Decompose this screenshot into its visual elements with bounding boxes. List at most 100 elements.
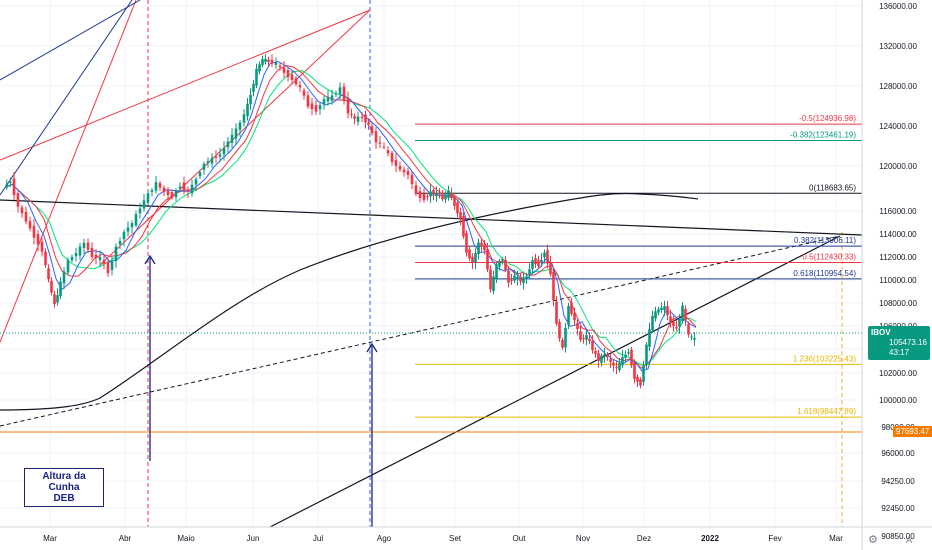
arrows: [144, 254, 378, 527]
candle-body: [594, 350, 597, 354]
candle-body: [579, 331, 582, 340]
y-tick-label-1: 132000.00: [879, 42, 917, 51]
candle-body: [522, 277, 525, 283]
candle-body: [654, 311, 657, 319]
candle-body: [546, 250, 549, 264]
y-tick-label-3: 124000.00: [879, 122, 917, 131]
candle-body: [330, 95, 334, 101]
y-tick-label-16: 94250.00: [881, 477, 915, 486]
candle-body: [274, 62, 278, 66]
candle-body: [630, 349, 633, 366]
candle-body: [642, 365, 645, 383]
candle-body: [582, 338, 585, 340]
candle-body: [150, 189, 154, 192]
candle-body: [441, 195, 444, 200]
candle-body: [675, 327, 678, 329]
candle-body: [555, 301, 558, 324]
candle-body: [660, 307, 663, 311]
candle-body: [663, 306, 666, 310]
candle-body: [418, 191, 422, 198]
candle-body: [278, 65, 282, 68]
y-tick-label-12: 102000.00: [879, 369, 917, 378]
candle-body: [218, 154, 222, 157]
candle-body: [414, 185, 418, 194]
fib-label-4: 0.5(112430.33): [802, 252, 856, 261]
candle-body: [513, 275, 516, 281]
candle-body: [36, 233, 40, 245]
x-tick-label-1: Abr: [119, 534, 132, 543]
candle-body: [255, 68, 258, 86]
candle-body: [326, 96, 330, 102]
candle-body: [597, 353, 600, 361]
candle-body: [406, 170, 410, 175]
fib-label-0: -0.5(124936.98): [799, 114, 856, 123]
candle-body: [122, 232, 126, 240]
y-tick-label-7: 112000.00: [879, 253, 917, 262]
candle-body: [498, 260, 501, 267]
candle-body: [267, 59, 270, 62]
candle-body: [174, 190, 178, 198]
candle-body: [182, 182, 186, 191]
candle-body: [322, 99, 326, 105]
candle-body: [564, 327, 567, 348]
candle-body: [110, 260, 114, 270]
x-tick-label-9: Dez: [637, 534, 651, 543]
candle-body: [398, 166, 402, 170]
candle-body: [8, 181, 12, 183]
candle-body: [639, 379, 642, 386]
candle-body: [74, 253, 78, 257]
candle-body: [687, 323, 690, 335]
candle-body: [40, 241, 44, 252]
candle-body: [603, 354, 606, 356]
candles: [5, 54, 696, 389]
x-tick-label-12: Mar: [829, 534, 843, 543]
candle-body: [543, 252, 546, 257]
time-scale-background: [0, 527, 862, 550]
last-price: 105473.16: [889, 338, 927, 347]
candle-body: [627, 352, 630, 354]
gear-icon[interactable]: ⚙: [868, 533, 878, 546]
candle-body: [158, 183, 162, 188]
fan-line-blue-1: [0, 0, 141, 81]
candle-body: [47, 268, 50, 280]
x-tick-label-8: Nov: [576, 534, 590, 543]
y-tick-label-8: 110000.00: [879, 276, 917, 285]
candle-body: [450, 193, 453, 199]
arrow-right-head: [366, 342, 378, 353]
candle-body: [142, 200, 146, 209]
candle-body: [162, 187, 166, 193]
candle-body: [386, 150, 390, 154]
candle-body: [226, 141, 230, 148]
candle-body: [648, 329, 651, 347]
candle-body: [537, 260, 540, 267]
candle-body: [90, 247, 94, 257]
candle-body: [170, 192, 174, 198]
y-tick-label-0: 136000.00: [879, 2, 917, 11]
candle-body: [606, 355, 609, 358]
candle-body: [302, 90, 306, 96]
candle-body: [367, 122, 370, 125]
candle-body: [20, 207, 24, 214]
candle-body: [636, 376, 639, 382]
candle-body: [202, 163, 206, 170]
candle-body: [210, 157, 214, 164]
symbol-label: IBOV: [871, 328, 891, 337]
auto-scale-button[interactable]: A: [906, 535, 913, 545]
candle-body: [492, 276, 495, 292]
candle-body: [126, 227, 130, 232]
candle-body: [519, 276, 522, 282]
candle-body: [106, 262, 110, 274]
candle-body: [59, 281, 62, 297]
candle-body: [306, 95, 310, 107]
candle-body: [53, 294, 56, 305]
candle-body: [444, 194, 447, 200]
candle-body: [474, 252, 477, 263]
candle-body: [540, 259, 543, 263]
candle-body: [374, 131, 378, 143]
y-tick-label-17: 92450.00: [881, 504, 915, 513]
x-tick-label-0: Mar: [43, 534, 57, 543]
candle-body: [558, 321, 561, 339]
candle-body: [249, 94, 252, 105]
